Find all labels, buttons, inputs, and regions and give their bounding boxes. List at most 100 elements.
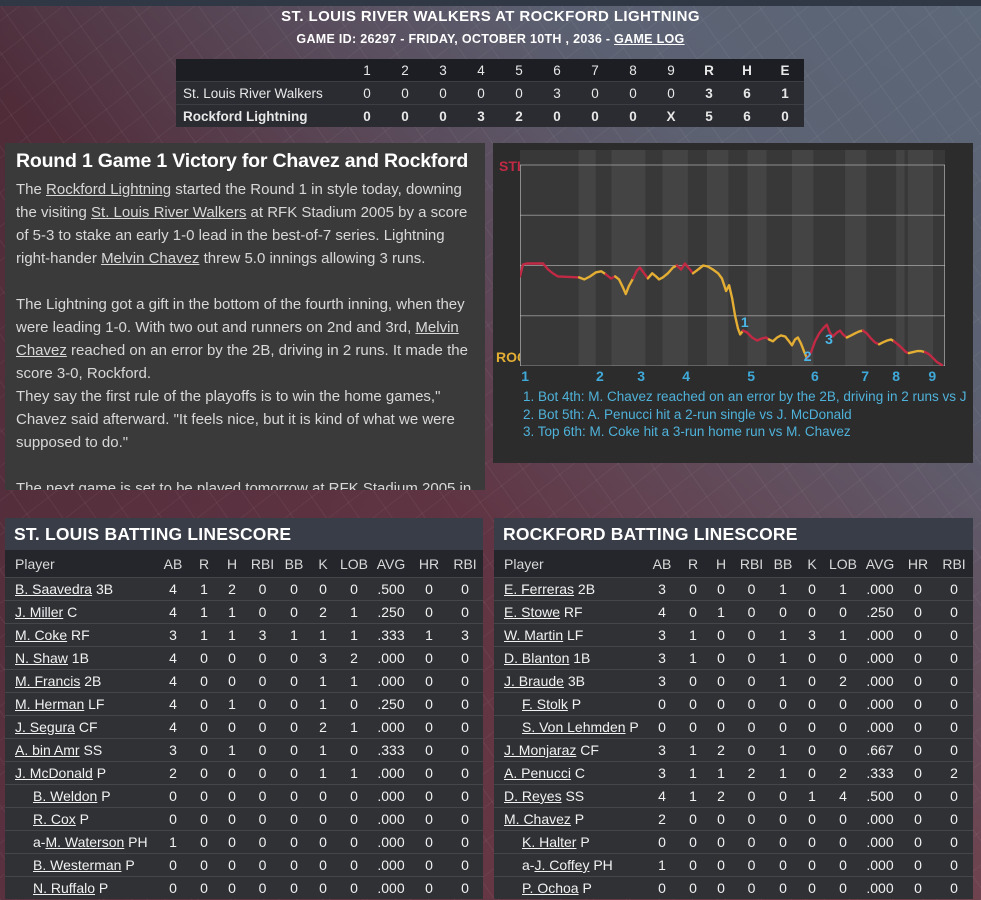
article-body: The Rockford Lightning started the Round…	[16, 178, 473, 490]
player-link[interactable]: N. Ruffalo	[33, 880, 95, 896]
stat-cell: 0	[950, 811, 958, 827]
stat-cell: 1	[839, 581, 847, 597]
inning-header: 1	[363, 62, 371, 78]
stat-cell: 0	[290, 765, 298, 781]
inning-header: 2	[401, 62, 409, 78]
player-link[interactable]: B. Weldon	[33, 788, 98, 804]
stat-cell: 1	[169, 834, 177, 850]
article-text: reached on an error by the 2B, driving i…	[16, 342, 468, 382]
inning-header: 7	[591, 62, 599, 78]
stat-cell: 0	[839, 696, 847, 712]
player-link[interactable]: M. Francis	[15, 673, 81, 689]
player-link[interactable]: M. Chavez	[504, 811, 571, 827]
entity-link[interactable]: Melvin Chavez	[101, 250, 200, 267]
entity-link[interactable]: St. Louis River Walkers	[91, 204, 247, 221]
game-log-link[interactable]: GAME LOG	[614, 32, 685, 46]
player-link[interactable]: E. Stowe	[504, 604, 561, 620]
inning-score: 0	[629, 108, 637, 124]
stat-cell: .500	[866, 788, 894, 804]
player-link[interactable]: P. Ochoa	[522, 880, 579, 896]
player-link[interactable]: B. Saavedra	[15, 581, 93, 597]
player-position: CF	[576, 742, 599, 758]
player-link[interactable]: W. Martin	[504, 627, 564, 643]
player-link[interactable]: M. Herman	[15, 696, 85, 712]
team-name: Rockford Lightning	[183, 108, 308, 124]
batting-row: S. Von Lehmden P 0 0 0 0 0 0 0 .000 0 0	[494, 715, 973, 738]
entity-link[interactable]: Melvin Chavez	[16, 319, 459, 359]
player-link[interactable]: M. Waterson	[45, 834, 125, 850]
linescore-table: 1 2 3 4 5 6 7 8 9 R H E St. Louis River Walkers 0 0 0 0 0…	[176, 59, 804, 127]
stat-cell: 1	[350, 719, 358, 735]
article-text: The Lightning got a gift in the bottom o…	[16, 296, 465, 336]
player-position: P	[75, 811, 90, 827]
stat-cell: 0	[350, 880, 358, 896]
player-link[interactable]: J. Miller	[15, 604, 64, 620]
stat-cell: 0	[839, 834, 847, 850]
player-link[interactable]: D. Reyes	[504, 788, 562, 804]
stat-cell: 0	[779, 696, 787, 712]
winprob-line-stl	[520, 262, 581, 279]
player-cell: B. Saavedra 3B	[5, 581, 156, 597]
stat-cell: .000	[377, 811, 405, 827]
player-link[interactable]: E. Ferreras	[504, 581, 575, 597]
stat-cell: 0	[839, 604, 847, 620]
col-lob: LOB	[339, 555, 368, 572]
entity-link[interactable]: Rockford Lightning	[46, 181, 172, 198]
stat-cell: .000	[377, 834, 405, 850]
player-link[interactable]: D. Blanton	[504, 650, 570, 666]
batting-row: B. Westerman P 0 0 0 0 0 0 0 .000 0 0	[5, 853, 483, 876]
stat-cell: 0	[258, 696, 267, 712]
player-position: P	[92, 765, 107, 781]
stat-cell: 1	[689, 788, 697, 804]
player-cell: J. Miller C	[5, 604, 156, 620]
stat-cell: 1	[689, 650, 697, 666]
stat-cell: 0	[228, 834, 236, 850]
inning-header: 9	[667, 62, 675, 78]
player-link[interactable]: S. Von Lehmden	[522, 719, 626, 735]
stat-cell: 0	[747, 581, 756, 597]
batting-row: M. Chavez P 2 0 0 0 0 0 0 .000 0 0	[494, 807, 973, 830]
inning-score: 3	[477, 108, 485, 124]
player-link[interactable]: J. Segura	[15, 719, 75, 735]
inning-score: 0	[401, 85, 409, 101]
inning-tick: 9	[928, 368, 937, 384]
col-r: R	[198, 555, 210, 572]
stat-cell: 0	[258, 788, 267, 804]
player-cell: M. Herman LF	[5, 696, 156, 712]
stat-cell: 0	[839, 880, 847, 896]
col-rbi: RBI	[250, 555, 275, 572]
player-link[interactable]: A. bin Amr	[15, 742, 80, 758]
stat-cell: 0	[425, 834, 433, 850]
col-hr: HR	[418, 555, 440, 572]
player-link[interactable]: N. Shaw	[15, 650, 68, 666]
inning-score: 0	[477, 85, 485, 101]
linescore-team-row: St. Louis River Walkers 0 0 0 0 0 3 0 0 0 3 6 1	[176, 81, 804, 104]
y-axis-label-stl: STL	[499, 158, 526, 174]
inning-score: 0	[439, 108, 447, 124]
inning-header: 3	[439, 62, 447, 78]
stat-cell: 1	[350, 673, 358, 689]
player-link[interactable]: R. Cox	[33, 811, 76, 827]
stat-cell: 0	[914, 811, 922, 827]
stat-cell: 0	[717, 581, 725, 597]
player-link[interactable]: F. Stolk	[522, 696, 568, 712]
stat-cell: 0	[747, 788, 756, 804]
stat-cell: 3	[258, 627, 267, 643]
stat-cell: 0	[950, 650, 958, 666]
inning-score: 0	[591, 108, 599, 124]
total-score: 1	[781, 85, 789, 101]
stat-cell: 0	[914, 673, 922, 689]
stat-cell: 0	[228, 719, 236, 735]
stat-cell: 0	[319, 581, 327, 597]
player-link[interactable]: J. Monjaraz	[504, 742, 577, 758]
player-cell: M. Chavez P	[494, 811, 645, 827]
player-link[interactable]: J. Braude	[504, 673, 564, 689]
player-link[interactable]: J. Coffey	[534, 857, 590, 873]
player-link[interactable]: B. Westerman	[33, 857, 122, 873]
player-link[interactable]: K. Halter	[522, 834, 577, 850]
player-link[interactable]: J. McDonald	[15, 765, 93, 781]
col-ab: AB	[652, 555, 672, 572]
stat-cell: 0	[808, 581, 816, 597]
player-link[interactable]: A. Penucci	[504, 765, 571, 781]
player-link[interactable]: M. Coke	[15, 627, 68, 643]
